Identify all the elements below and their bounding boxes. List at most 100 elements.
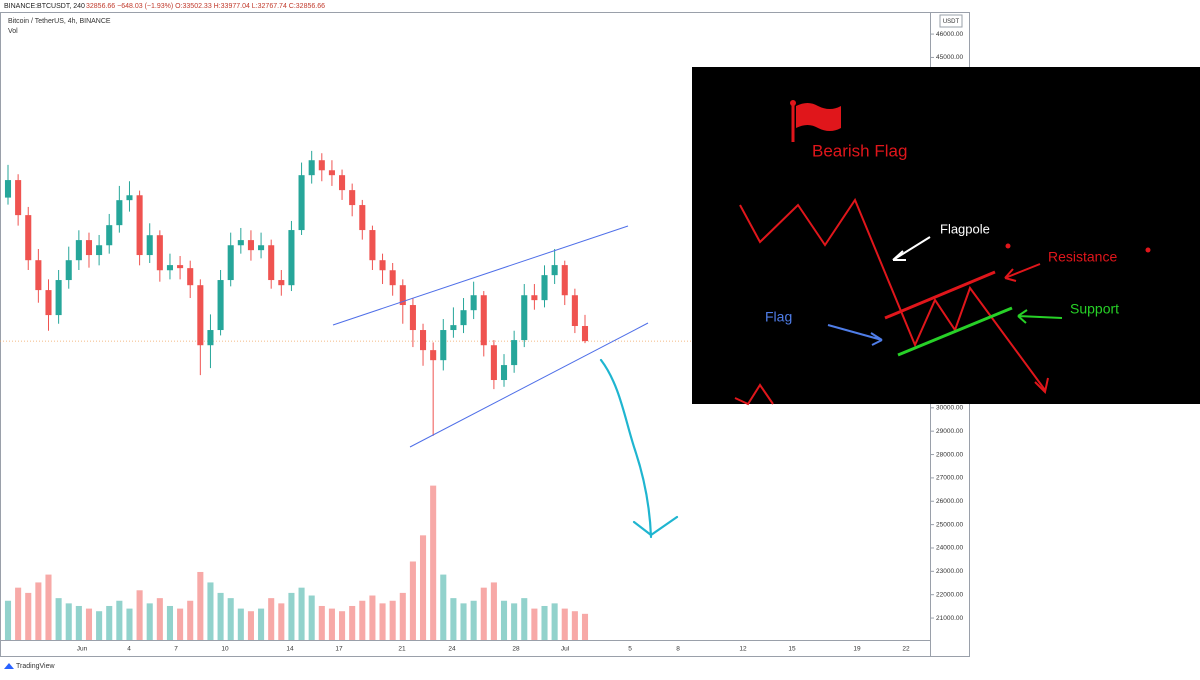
- brand-logo: [4, 663, 14, 669]
- flag-icon-tip: [790, 100, 796, 106]
- volume-bar: [146, 603, 153, 640]
- volume-bar: [207, 582, 214, 640]
- candle-body: [490, 345, 497, 381]
- resistance-arrow: [1004, 263, 1041, 282]
- x-tick-label: 19: [853, 646, 861, 653]
- candle-body: [237, 240, 244, 246]
- volume-bar: [490, 582, 497, 640]
- volume-bar: [278, 603, 285, 640]
- candle-body: [470, 295, 477, 311]
- trend-line-upper: [332, 225, 629, 326]
- candle-body: [146, 235, 153, 256]
- candle-body: [298, 175, 305, 231]
- y-tick-label: 45000.00: [936, 54, 963, 61]
- volume-bar: [298, 587, 305, 640]
- candle-body: [45, 290, 52, 316]
- candle-body: [55, 280, 62, 316]
- support-arrow: [1017, 309, 1063, 324]
- volume-bar: [369, 595, 376, 640]
- volume-bar: [15, 587, 22, 640]
- volume-bar: [389, 600, 396, 640]
- x-tick-label: 8: [676, 646, 680, 653]
- candle-body: [450, 325, 457, 331]
- candle-body: [349, 190, 356, 206]
- volume-bar: [268, 598, 275, 640]
- y-tick-label: 24000.00: [936, 545, 963, 552]
- flag-label: Flag: [765, 309, 792, 325]
- volume-bar: [136, 590, 143, 640]
- candle-body: [4, 180, 12, 198]
- y-tick-label: 25000.00: [936, 521, 963, 528]
- candle-body: [409, 305, 416, 331]
- volume-bar: [4, 600, 12, 640]
- volume-bar: [45, 574, 52, 640]
- candle-body: [551, 265, 558, 276]
- volume-bar: [521, 598, 528, 640]
- candle-body: [25, 215, 32, 261]
- inset-background: [692, 67, 1200, 404]
- volume-bar: [430, 485, 437, 640]
- volume-bar: [288, 592, 295, 640]
- trend-line-lower: [409, 322, 649, 448]
- ohlc: 32856.66 −648.03 (−1.93%) O:33502.33 H:3…: [86, 3, 325, 10]
- candle-body: [247, 240, 254, 251]
- price-path: [739, 197, 1046, 391]
- candle-body: [106, 225, 113, 246]
- flag-arrow: [827, 324, 883, 346]
- candle-body: [511, 340, 518, 366]
- candle-body: [328, 170, 335, 176]
- candle-body: [227, 245, 234, 281]
- y-tick-label: 28000.00: [936, 451, 963, 458]
- x-tick-label: 12: [739, 646, 747, 653]
- symbol: BINANCE:BTCUSDT, 240: [4, 3, 85, 10]
- volume-bar: [247, 611, 254, 640]
- price-path-lower: [734, 383, 774, 406]
- volume-bar: [177, 608, 184, 640]
- candle-body: [85, 240, 93, 256]
- candle-body: [440, 330, 447, 361]
- x-tick-label: 17: [335, 646, 343, 653]
- candle-body: [288, 230, 295, 286]
- candle-body: [126, 195, 133, 201]
- y-tick-label: 30000.00: [936, 405, 963, 412]
- candle-body: [430, 350, 437, 361]
- volume-bar: [55, 598, 62, 640]
- brand: TradingView: [16, 663, 55, 670]
- candle-body: [480, 295, 487, 346]
- inset: Bearish Flag Flagpole Resistance Support…: [692, 67, 1200, 406]
- candle-body: [177, 265, 184, 269]
- candle-body: [207, 330, 214, 346]
- volume-bar: [359, 600, 366, 640]
- volume-bar: [106, 605, 113, 640]
- volume-bar: [227, 598, 234, 640]
- candle-body: [318, 160, 325, 171]
- candle-body: [399, 285, 406, 306]
- volume-bar: [480, 587, 487, 640]
- volume-bar: [318, 605, 325, 640]
- support-label: Support: [1070, 301, 1119, 317]
- dot: [1005, 243, 1011, 249]
- candle-body: [116, 200, 123, 226]
- flag-icon: [796, 103, 841, 131]
- x-tick-label: 14: [286, 646, 294, 653]
- x-tick-label: 7: [174, 646, 178, 653]
- candle-body: [156, 235, 163, 271]
- dot: [1145, 247, 1151, 253]
- volume-bar: [258, 608, 265, 640]
- volume-bar: [450, 598, 457, 640]
- volume-bar: [197, 571, 204, 640]
- volume-bar: [65, 603, 72, 640]
- volume-bar: [217, 592, 224, 640]
- candle-body: [369, 230, 376, 261]
- volume-bar: [156, 598, 163, 640]
- y-tick-label: 21000.00: [936, 615, 963, 622]
- volume-bar: [551, 603, 558, 640]
- volume-bar: [581, 613, 589, 640]
- x-tick-label: Jun: [77, 646, 88, 653]
- flagpole-arrow: [892, 236, 931, 261]
- candle-body: [166, 265, 174, 271]
- volume-bar: [571, 611, 578, 640]
- candle-body: [561, 265, 568, 296]
